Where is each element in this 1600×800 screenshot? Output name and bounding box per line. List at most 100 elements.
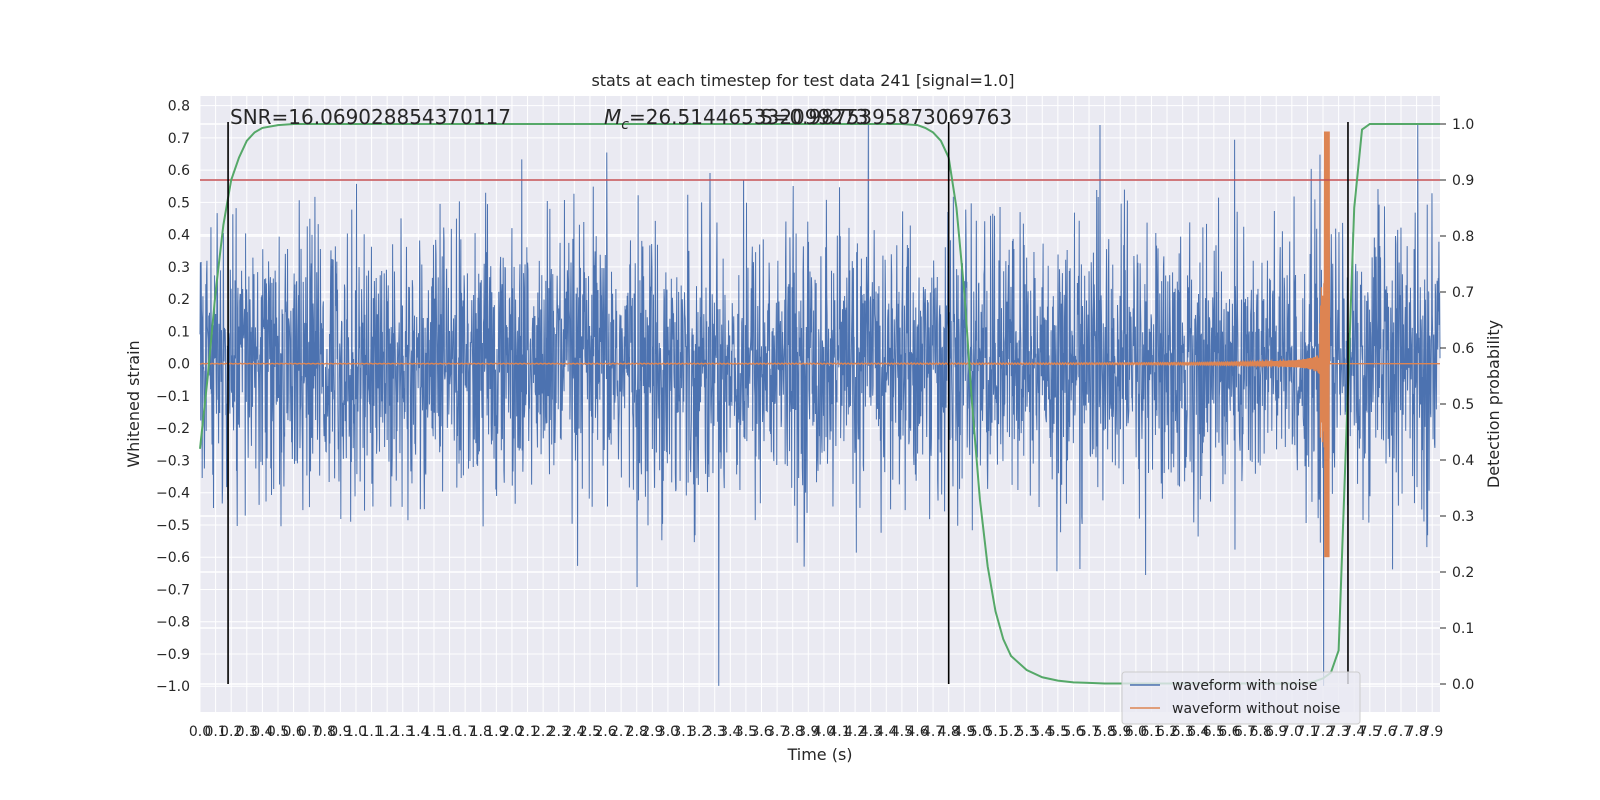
x-tick-label: 5.4: [1031, 724, 1053, 740]
y-tick-label: 0.8: [168, 99, 190, 115]
y2-tick-label: 0.5: [1452, 397, 1474, 413]
x-tick-label: 6.4: [1187, 724, 1209, 740]
x-tick-label: 1.7: [454, 724, 476, 740]
x-tick-label: 1.5: [423, 724, 445, 740]
y-tick-label: 0.2: [168, 292, 190, 308]
x-tick-label: 0.7: [298, 724, 320, 740]
x-tick-label: 7.9: [1421, 724, 1443, 740]
x-tick-label: 7.8: [1405, 724, 1427, 740]
x-tick-label: 5.8: [1094, 724, 1116, 740]
x-tick-label: 3.0: [657, 724, 679, 740]
x-tick-label: 3.2: [688, 724, 710, 740]
x-tick-label: 2.4: [563, 724, 585, 740]
x-tick-label: 7.1: [1296, 724, 1318, 740]
x-tick-label: 6.6: [1218, 724, 1240, 740]
x-tick-label: 4.4: [875, 724, 897, 740]
x-axis-label: Time (s): [786, 745, 852, 764]
annotation-chirp-mass-subscript: c: [621, 117, 629, 133]
y-tick-label: 0.4: [168, 228, 190, 244]
x-tick-label: 5.3: [1016, 724, 1038, 740]
x-tick-label: 1.2: [376, 724, 398, 740]
x-tick-label: 2.6: [594, 724, 616, 740]
annotation-chirp-mass-value: =26.514465332099273: [629, 105, 868, 129]
x-tick-label: 3.9: [797, 724, 819, 740]
x-tick-label: 7.5: [1359, 724, 1381, 740]
y2-tick-label: 0.6: [1452, 341, 1474, 357]
y-tick-label: −0.3: [156, 453, 190, 469]
y2-tick-label: 0.9: [1452, 173, 1474, 189]
x-tick-label: 3.8: [782, 724, 804, 740]
x-axis-ticks: 0.00.10.20.30.40.50.60.70.80.91.01.11.21…: [189, 724, 1443, 740]
annotation-snr: SNR=16.069028854370117: [230, 105, 511, 129]
y2-tick-label: 0.3: [1452, 509, 1474, 525]
x-tick-label: 3.7: [766, 724, 788, 740]
x-tick-label: 0.6: [282, 724, 304, 740]
x-tick-label: 5.1: [984, 724, 1006, 740]
x-tick-label: 4.9: [953, 724, 975, 740]
x-tick-label: 0.0: [189, 724, 211, 740]
x-tick-label: 7.7: [1390, 724, 1412, 740]
y-tick-label: 0.5: [168, 195, 190, 211]
y-tick-label: −0.4: [156, 486, 190, 502]
x-tick-label: 0.9: [329, 724, 351, 740]
x-tick-label: 2.2: [532, 724, 554, 740]
y-tick-label: −0.5: [156, 518, 190, 534]
x-tick-label: 1.1: [360, 724, 382, 740]
annotation-chirp-mass-symbol: M: [604, 105, 621, 129]
x-tick-label: 4.5: [891, 724, 913, 740]
y-tick-label: −0.1: [156, 389, 190, 405]
x-tick-label: 2.0: [501, 724, 523, 740]
x-tick-label: 6.3: [1172, 724, 1194, 740]
y-tick-label: −0.9: [156, 647, 190, 663]
y2-tick-label: 1.0: [1452, 117, 1474, 133]
x-tick-label: 3.3: [704, 724, 726, 740]
x-tick-label: 2.7: [610, 724, 632, 740]
x-tick-label: 3.6: [750, 724, 772, 740]
x-tick-label: 0.2: [220, 724, 242, 740]
y-tick-label: 0.3: [168, 260, 190, 276]
y2-tick-label: 0.2: [1452, 565, 1474, 581]
x-tick-label: 6.2: [1156, 724, 1178, 740]
y2-axis-label: Detection probability: [1484, 320, 1503, 488]
legend-label-clean: waveform without noise: [1172, 701, 1340, 717]
y-tick-label: −0.6: [156, 550, 190, 566]
x-tick-label: 6.7: [1234, 724, 1256, 740]
x-tick-label: 2.9: [641, 724, 663, 740]
x-tick-label: 1.0: [345, 724, 367, 740]
x-tick-label: 0.8: [314, 724, 336, 740]
x-tick-label: 7.0: [1281, 724, 1303, 740]
vertical-markers: [227, 122, 1349, 684]
x-tick-label: 1.3: [392, 724, 414, 740]
y2-tick-label: 0.0: [1452, 677, 1474, 693]
y-tick-label: −0.7: [156, 582, 190, 598]
x-tick-label: 0.3: [236, 724, 258, 740]
x-tick-label: 6.5: [1203, 724, 1225, 740]
y-axis-ticks: 0.8 0.7 0.6 0.5 0.4 0.3 0.2 0.1 0.0 −0.1 −0.2 −0.3 −…: [156, 99, 190, 696]
x-tick-label: 0.4: [251, 724, 273, 740]
x-tick-label: 3.1: [672, 724, 694, 740]
series-waveform-with-noise: [199, 125, 1441, 686]
y-tick-label: −1.0: [156, 679, 190, 695]
x-tick-label: 5.7: [1078, 724, 1100, 740]
y2-tick-label: 0.8: [1452, 229, 1474, 245]
x-tick-label: 3.4: [719, 724, 741, 740]
x-tick-label: 5.6: [1062, 724, 1084, 740]
y-tick-label: 0.1: [168, 324, 190, 340]
x-tick-label: 5.9: [1109, 724, 1131, 740]
x-tick-label: 0.5: [267, 724, 289, 740]
x-tick-label: 4.6: [906, 724, 928, 740]
x-tick-label: 6.8: [1249, 724, 1271, 740]
annotation-chirp-mass: Mc=26.514465332099273: [604, 105, 868, 133]
x-tick-label: 3.5: [735, 724, 757, 740]
x-tick-label: 6.1: [1140, 724, 1162, 740]
x-tick-label: 1.9: [485, 724, 507, 740]
x-tick-label: 1.4: [407, 724, 429, 740]
legend: waveform with noise waveform without noi…: [1121, 671, 1361, 725]
x-tick-label: 1.6: [438, 724, 460, 740]
y-axis-label: Whitened strain: [124, 340, 143, 467]
x-tick-label: 2.3: [548, 724, 570, 740]
y2-axis-ticks: 1.0 0.9 0.8 0.7 0.6 0.5 0.4 0.3 0.2 0.1 0.0: [1440, 117, 1474, 693]
x-tick-label: 7.2: [1312, 724, 1334, 740]
x-tick-label: 4.2: [844, 724, 866, 740]
